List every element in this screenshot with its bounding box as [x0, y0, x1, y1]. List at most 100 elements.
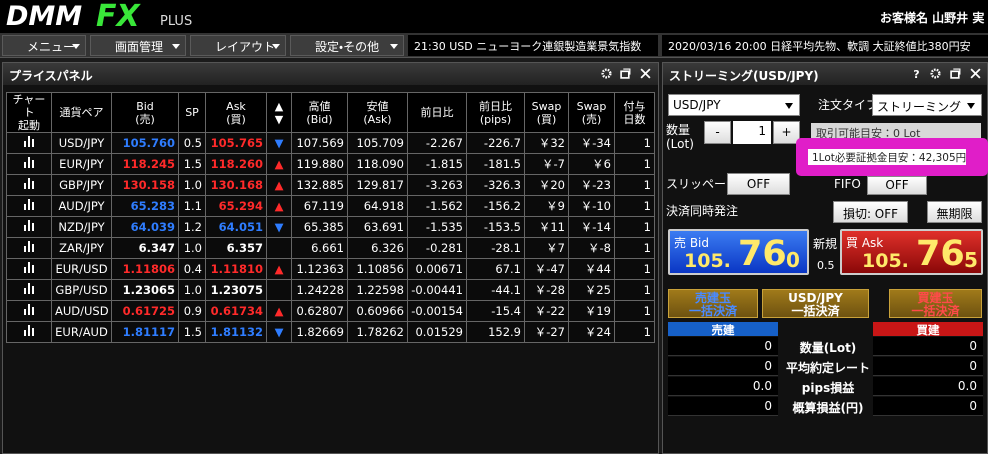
price-row[interactable]: GBP/JPY 130.158 1.0 130.168 ▲ 132.885 129.817-… [6, 174, 655, 196]
bid-big: 105. [684, 250, 731, 272]
chart-icon-bar [24, 267, 26, 273]
chart-cell[interactable] [6, 132, 52, 154]
cell-swap-buy: ￥-28 [524, 279, 569, 301]
cell-swap-sell: ￥-10 [568, 195, 615, 217]
chart-icon[interactable] [23, 220, 35, 231]
buy-header: 買建 [873, 322, 983, 337]
price-row[interactable]: ZAR/JPY 6.347 1.0 6.357 6.661 6.326 -0.281 -28.… [6, 237, 655, 259]
close-icon[interactable] [640, 68, 651, 79]
chart-icon[interactable] [23, 262, 35, 273]
chart-icon[interactable] [23, 241, 35, 252]
chart-cell[interactable] [6, 237, 52, 259]
cell-sp: 1.2 [178, 216, 206, 238]
price-row[interactable]: AUD/USD 0.61725 0.9 0.61734 ▲ 0.62807 0.60966-… [6, 300, 655, 322]
cell-chg: -0.00441 [407, 279, 467, 301]
chart-cell[interactable] [6, 321, 52, 343]
chart-icon-bar [28, 283, 30, 294]
chart-icon[interactable] [23, 136, 35, 147]
cell-high: 1.82669 [291, 321, 348, 343]
cell-chg-pips: -28.1 [466, 237, 525, 259]
cell-swap-sell: ￥25 [568, 279, 615, 301]
chart-icon[interactable] [23, 283, 35, 294]
chart-cell[interactable] [6, 153, 52, 175]
column-header: Swap (買) [524, 92, 569, 133]
bid-button[interactable]: 売 Bid 105. 76 0 [668, 229, 809, 275]
stop-loss-button[interactable]: 損切: OFF [833, 201, 908, 223]
chart-icon[interactable] [23, 304, 35, 315]
ticker-indicator[interactable]: 21:30 USD ニューヨーク連銀製造業景気指数 [408, 35, 658, 56]
cell-days: 1 [614, 258, 655, 280]
cell-ask: 1.11810 [205, 258, 267, 280]
qty-minus[interactable]: - [704, 121, 731, 144]
cell-chg: -1.535 [407, 216, 467, 238]
cell-swap-buy: ￥-22 [524, 300, 569, 322]
chart-cell[interactable] [6, 300, 52, 322]
help-icon[interactable]: ? [911, 68, 922, 79]
cell-days: 1 [614, 174, 655, 196]
close-buy-button[interactable]: 買建玉 一括決済 [889, 289, 982, 318]
cell-swap-buy: ￥7 [524, 237, 569, 259]
chart-icon-bar [28, 304, 30, 315]
close-pair-button[interactable]: USD/JPY 一括決済 [762, 289, 869, 318]
cell-pair: EUR/AUD [51, 321, 112, 343]
price-row[interactable]: EUR/JPY 118.245 1.5 118.260 ▲ 119.880 118.090-… [6, 153, 655, 175]
settings-button[interactable]: 設定・その他 [290, 35, 404, 56]
cell-swap-sell: ￥44 [568, 258, 615, 280]
ticker-news[interactable]: 2020/03/16 20:00 日経平均先物、軟調 大証終値比380円安 [662, 35, 988, 56]
slippage-toggle[interactable]: OFF [727, 173, 790, 195]
pair-select[interactable]: USD/JPY [668, 94, 800, 116]
cell-arrow: ▲ [266, 195, 292, 217]
price-row[interactable]: NZD/JPY 64.039 1.2 64.051 ▼ 65.385 63.691 -1.53… [6, 216, 655, 238]
chart-icon[interactable] [23, 325, 35, 336]
layout-button[interactable]: レイアウト [190, 35, 286, 56]
chart-icon-bar [28, 199, 30, 210]
chart-cell[interactable] [6, 216, 52, 238]
button-line: 一括決済 [911, 304, 960, 318]
chart-icon-bar [32, 307, 34, 315]
chart-cell[interactable] [6, 195, 52, 217]
price-row[interactable]: AUD/JPY 65.283 1.1 65.294 ▲ 67.119 64.918 -1.56… [6, 195, 655, 217]
settings-icon[interactable] [930, 68, 941, 79]
ask-button[interactable]: 買 Ask 105. 76 5 [840, 229, 983, 275]
cell-bid: 1.81117 [111, 321, 179, 343]
settle-label: 決済同時発注 [666, 204, 739, 218]
svg-text:?: ? [913, 68, 919, 79]
tooltip-highlight: 1Lot必要証拠金目安：42,305円 [796, 138, 988, 176]
price-row[interactable]: EUR/AUD 1.81117 1.5 1.81132 ▼ 1.82669 1.78262 0… [6, 321, 655, 343]
chart-icon[interactable] [23, 199, 35, 210]
price-row[interactable]: GBP/USD 1.23065 1.0 1.23075 1.24228 1.22598 -0… [6, 279, 655, 301]
qty-plus[interactable]: + [773, 121, 800, 144]
chart-cell[interactable] [6, 174, 52, 196]
margin-tip: 1Lot必要証拠金目安：42,305円 [808, 149, 966, 165]
cell-arrow: ▼ [266, 216, 292, 238]
price-row[interactable]: EUR/USD 1.11806 0.4 1.11810 ▲ 1.12363 1.10856 0… [6, 258, 655, 280]
cell-days: 1 [614, 321, 655, 343]
sell-value: 0 [668, 397, 778, 416]
chart-cell[interactable] [6, 279, 52, 301]
price-row[interactable]: USD/JPY 105.760 0.5 105.765 ▼ 107.569 105.709-… [6, 132, 655, 154]
cell-swap-buy: ￥20 [524, 174, 569, 196]
screen-button[interactable]: 画面管理 [90, 35, 186, 56]
restore-icon[interactable] [950, 68, 961, 79]
positions-table: 0 数量(Lot) 0 0 平均約定レート 0 0.0 pips損益 0.0 0 概算損益(円) 0 [668, 337, 983, 417]
fifo-toggle[interactable]: OFF [867, 176, 927, 195]
chart-icon[interactable] [23, 157, 35, 168]
order-type-select[interactable]: ストリーミング [872, 94, 982, 116]
settings-icon[interactable] [601, 68, 612, 79]
restore-icon[interactable] [620, 68, 631, 79]
menu-button[interactable]: メニュー [2, 35, 86, 56]
close-sell-button[interactable]: 売建玉 一括決済 [668, 289, 758, 318]
bid-label: 売 Bid [674, 236, 709, 250]
chart-icon-bar [32, 181, 34, 189]
expiry-button[interactable]: 無期限 [927, 201, 982, 223]
sell-value: 0 [668, 337, 778, 356]
qty-input[interactable]: 1 [733, 121, 771, 144]
chart-icon-bar [24, 141, 26, 147]
cell-sp: 1.1 [178, 195, 206, 217]
close-icon[interactable] [970, 68, 981, 79]
chart-cell[interactable] [6, 258, 52, 280]
cell-ask: 1.81132 [205, 321, 267, 343]
slippage-label: スリッページ [666, 177, 738, 191]
chart-icon[interactable] [23, 178, 35, 189]
ask-pips: 76 [916, 234, 965, 274]
